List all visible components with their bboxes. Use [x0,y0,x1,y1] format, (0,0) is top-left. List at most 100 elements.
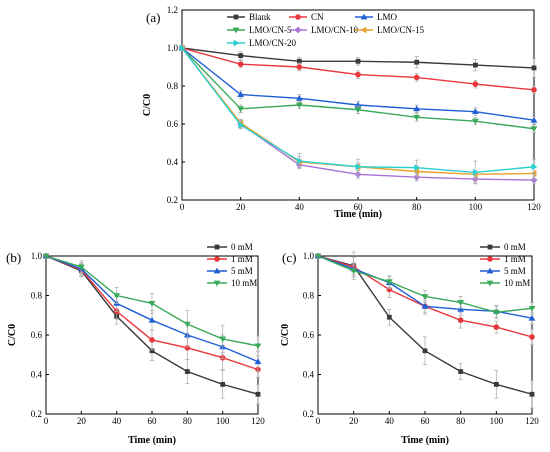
data-point [529,391,535,397]
y-tick-label: 1.0 [31,251,43,261]
data-point [493,381,499,387]
data-point [458,369,464,374]
legend-marker [360,26,367,34]
series-10-mm [314,253,536,319]
data-point [385,279,393,286]
data-point [148,316,156,323]
y-tick-label: 0.4 [31,370,43,380]
data-point [472,62,478,68]
x-tick-label: 20 [77,416,87,426]
x-tick-label: 60 [421,416,431,426]
data-point [148,301,156,307]
legend-label: LMO/CN-20 [249,38,296,48]
x-axis-title: Time (min) [334,209,382,220]
data-point [529,334,535,340]
data-point [296,58,302,64]
legend-label: 10 mM [504,278,530,288]
data-point [457,305,465,312]
y-tick-label: 1.2 [167,5,178,15]
legend-marker [214,244,220,250]
data-point [471,108,479,115]
data-point [184,345,191,351]
data-point [354,107,362,114]
legend-label: 1 mM [231,254,253,264]
data-point [531,163,538,171]
legend-marker [213,280,221,287]
data-point [238,53,244,58]
series-lmo-cn-5 [178,45,538,133]
legend-marker [486,267,494,274]
series-10-mm [42,253,262,357]
x-tick-label: 0 [180,202,185,212]
legend-marker [232,27,240,34]
data-point [355,163,362,171]
legend-label: LMO [377,12,398,22]
data-point [355,71,361,78]
data-point [355,58,361,64]
legend-label: 0 mM [504,242,526,252]
data-point [493,324,500,330]
data-point [350,268,358,275]
data-point [413,74,420,81]
data-point [472,81,479,87]
panel-label: (a) [146,10,160,25]
data-point [113,293,121,299]
data-point [421,302,429,309]
data-point [237,61,244,67]
plot-frame [317,255,533,415]
data-point [296,64,303,70]
series-blank [179,45,537,78]
data-point [237,106,245,113]
data-point [220,381,226,387]
legend-marker [214,256,220,262]
data-point [528,305,536,312]
legend-marker [213,267,221,274]
data-point [184,369,190,374]
data-point [254,358,262,365]
data-point [149,337,155,343]
x-tick-label: 20 [236,202,246,212]
data-point [77,264,85,271]
x-tick-label: 100 [469,202,483,212]
y-tick-label: 0.4 [303,370,315,380]
series-lmo-cn-20 [179,44,538,185]
data-point [413,105,421,112]
y-axis-title: C/C0 [280,324,291,346]
series-cn [179,45,537,94]
legend-marker [294,26,302,34]
y-tick-label: 0.6 [31,330,43,340]
data-point [528,314,536,321]
legend: Blank LMO/CN-5 LMO/CN-20 CN LMO/CN-10 LMO LMO/… [227,12,424,48]
x-tick-label: 120 [527,202,541,212]
data-point [530,116,538,123]
x-tick-label: 0 [44,416,49,426]
y-axis-title: C/C0 [142,94,153,116]
data-point [386,314,392,320]
legend-label: 10 mM [231,278,257,288]
data-point [457,300,465,306]
data-point [530,170,537,177]
series-line [317,255,533,395]
y-tick-label: 1.0 [167,43,179,53]
x-tick-label: 20 [349,416,359,426]
data-point [42,253,50,260]
y-tick-label: 0.8 [31,291,43,301]
data-point [183,321,191,328]
y-tick-label: 0.6 [167,119,179,129]
x-tick-label: 80 [456,416,466,426]
data-point [457,317,464,323]
data-point [422,348,428,354]
legend: 0 mM 1 mM 5 mM 10 mM [480,242,530,288]
data-point [530,176,538,184]
y-tick-label: 0.2 [31,409,42,419]
legend-marker [360,13,368,20]
data-point [179,44,186,52]
data-point [471,118,479,125]
data-point [421,294,429,300]
y-tick-label: 0.2 [167,195,178,205]
x-tick-label: 40 [112,416,122,426]
panel-label: (b) [6,250,21,265]
x-axis-title: Time (min) [128,435,176,446]
y-tick-label: 0.8 [167,81,179,91]
